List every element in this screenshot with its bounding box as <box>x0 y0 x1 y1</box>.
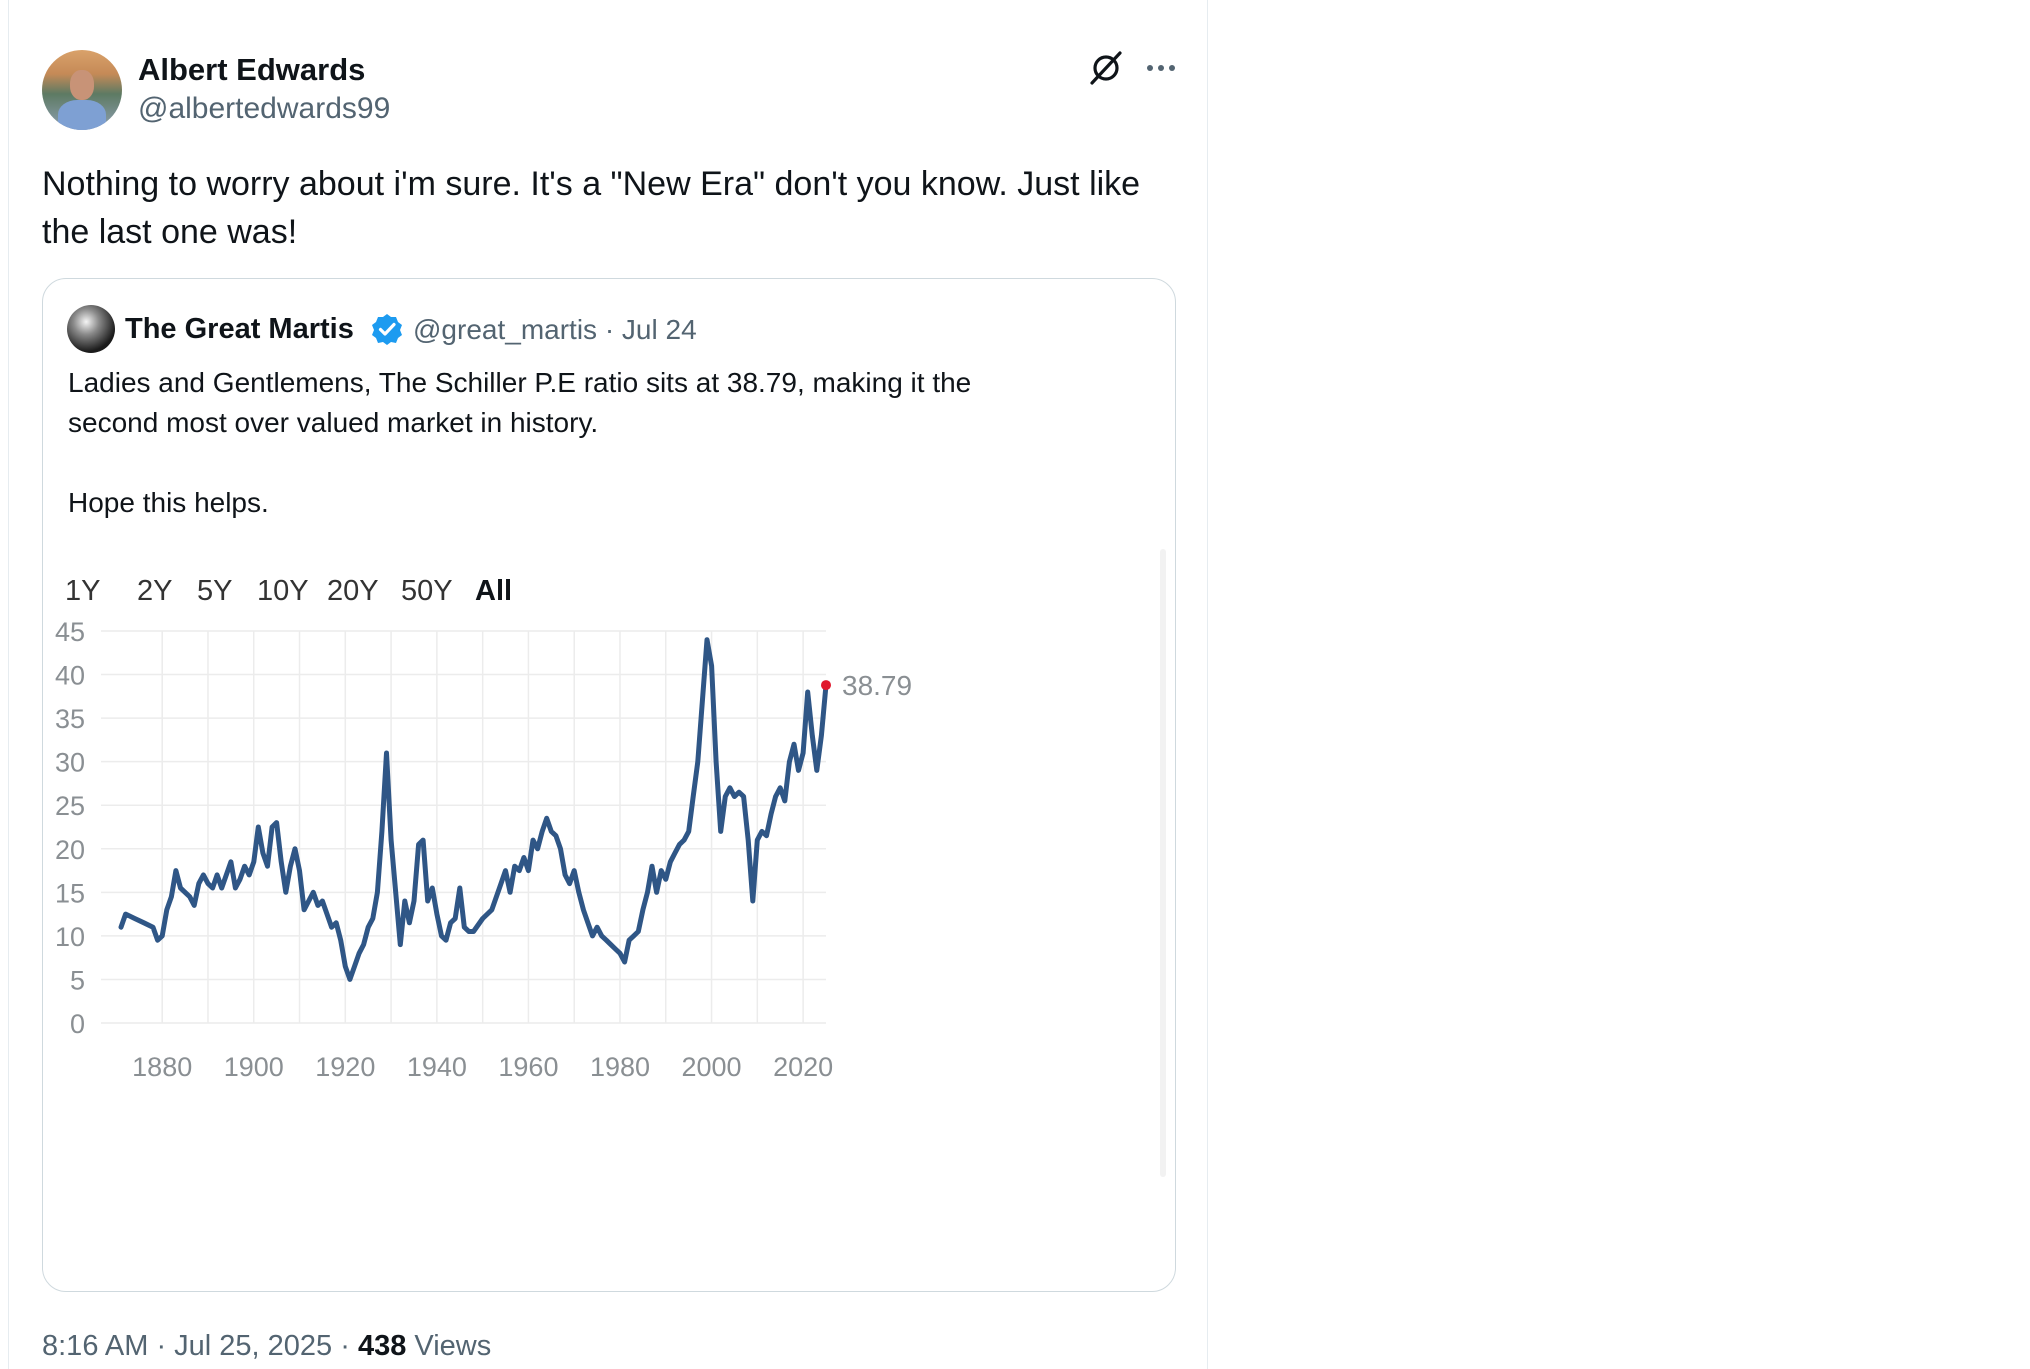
y-tick-label: 10 <box>55 922 85 952</box>
range-50y[interactable]: 50Y <box>401 575 453 607</box>
range-all[interactable]: All <box>475 575 513 607</box>
tweet-column <box>8 0 1208 1369</box>
chart-grid <box>101 630 826 1024</box>
y-tick-label: 40 <box>55 661 85 691</box>
x-tick-label: 1880 <box>132 1052 192 1082</box>
verified-check-mark <box>378 322 396 336</box>
views-label: Views <box>406 1330 492 1362</box>
x-tick-label: 1900 <box>224 1052 284 1082</box>
y-tick-label: 20 <box>55 835 85 865</box>
tweet-text: Nothing to worry about i'm sure. It's a … <box>42 165 1141 251</box>
y-tick-label: 45 <box>55 617 85 647</box>
quoted-author-name[interactable]: The Great Martis <box>125 313 354 345</box>
y-tick-label: 0 <box>70 1009 85 1039</box>
more-icon[interactable] <box>1143 50 1179 86</box>
chart-scrollbar[interactable] <box>1160 549 1166 1177</box>
x-tick-label: 1980 <box>590 1052 650 1082</box>
y-tick-label: 30 <box>55 748 85 778</box>
quoted-author-avatar[interactable] <box>67 305 115 353</box>
range-2y[interactable]: 2Y <box>137 575 173 607</box>
grok-icon[interactable] <box>1088 50 1124 86</box>
x-tick-label: 1940 <box>407 1052 467 1082</box>
x-tick-label: 2000 <box>682 1052 742 1082</box>
y-tick-label: 5 <box>70 965 85 995</box>
range-20y[interactable]: 20Y <box>327 575 379 607</box>
y-tick-label: 25 <box>55 791 85 821</box>
x-tick-label: 2020 <box>773 1052 833 1082</box>
tweet-timestamp[interactable]: 8:16 AM · Jul 25, 2025 · <box>42 1330 358 1362</box>
quoted-text: Ladies and Gentlemens, The Schiller P.E … <box>68 367 972 518</box>
range-1y[interactable]: 1Y <box>65 575 101 607</box>
verified-badge-icon <box>372 314 402 345</box>
last-value-marker <box>821 680 831 691</box>
y-tick-label: 35 <box>55 704 85 734</box>
quoted-handle-date[interactable]: @great_martis · Jul 24 <box>413 314 697 345</box>
series-line <box>118 637 829 982</box>
tweet-footer: 8:16 AM · Jul 25, 2025 · 438 Views <box>42 1330 491 1363</box>
range-10y[interactable]: 10Y <box>257 575 309 607</box>
x-axis-ticks: 1880 1900 1920 1940 1960 1980 2000 2020 <box>132 1052 833 1082</box>
verified-badge-shape <box>372 314 402 345</box>
range-5y[interactable]: 5Y <box>197 575 233 607</box>
x-tick-label: 1920 <box>315 1052 375 1082</box>
y-tick-label: 15 <box>55 878 85 908</box>
views-count: 438 <box>357 1330 407 1362</box>
author-name[interactable]: Albert Edwards <box>138 52 366 87</box>
author-avatar[interactable] <box>42 50 122 130</box>
quoted-tweet[interactable]: The Great Martis @great_martis · Jul 24 … <box>42 278 1176 1292</box>
x-tick-label: 1960 <box>498 1052 558 1082</box>
author-handle[interactable]: @albertedwards99 <box>138 92 391 125</box>
y-axis-ticks: 45 40 35 30 25 20 15 10 5 0 <box>55 617 85 1039</box>
last-value-label: 38.79 <box>842 670 912 701</box>
